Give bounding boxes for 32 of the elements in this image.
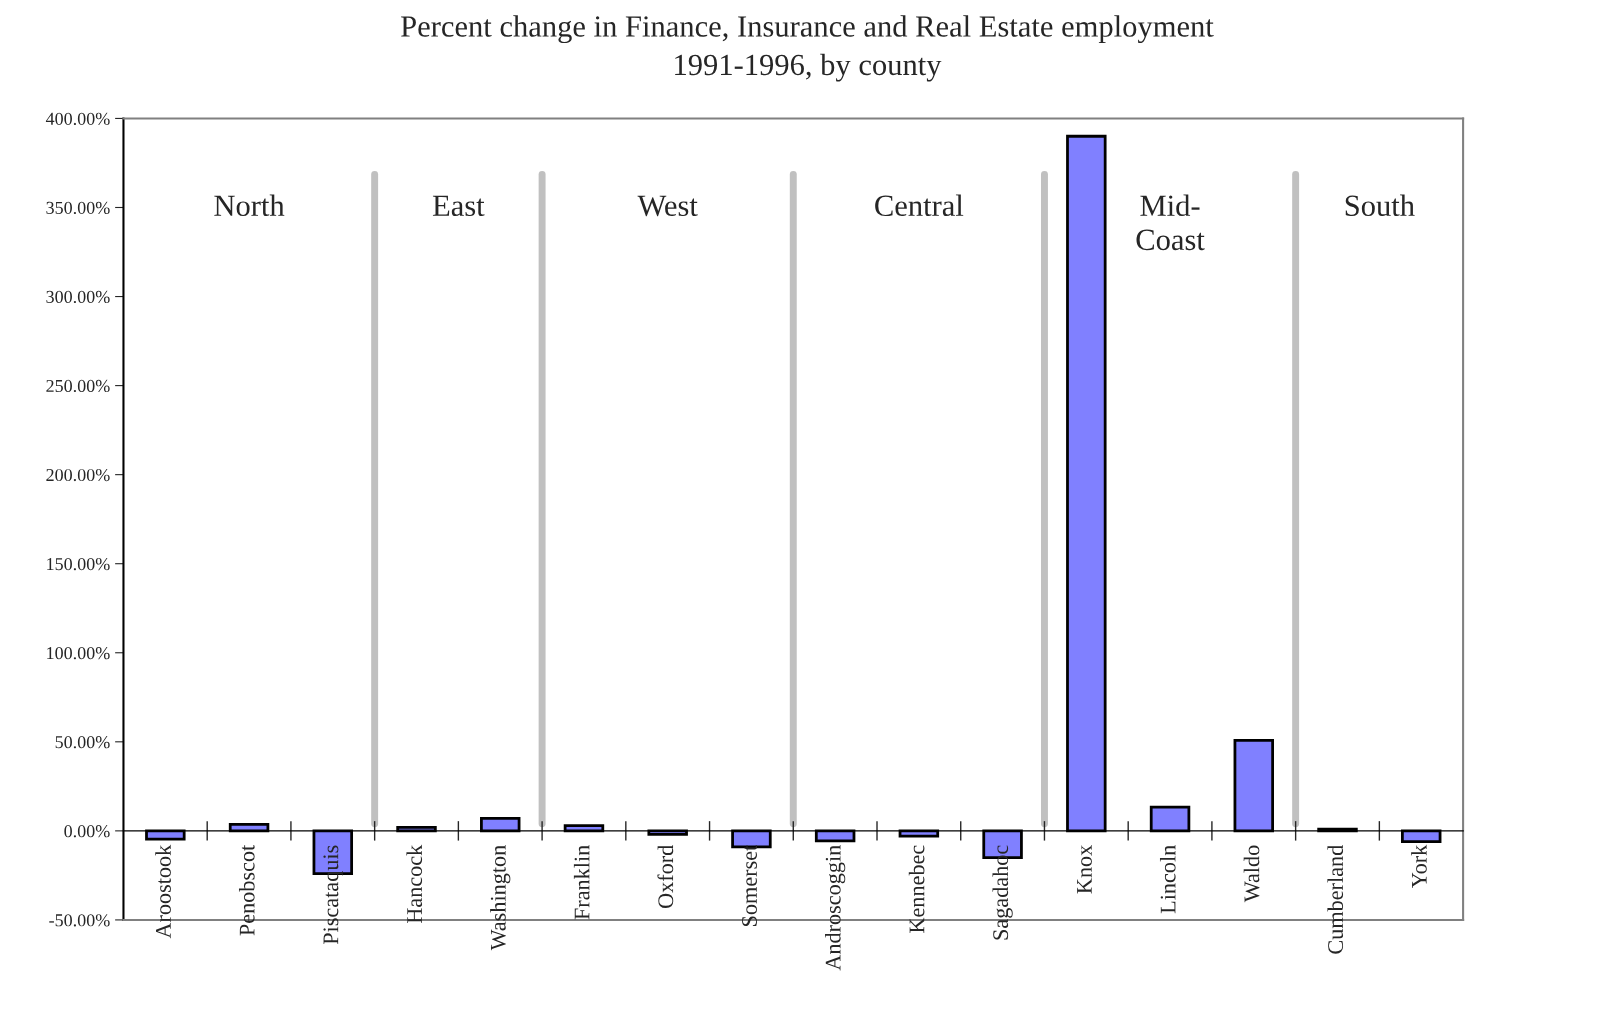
annotation: Mid- Coast: [1136, 194, 1205, 251]
x-tick-label: Penobscot: [238, 844, 255, 936]
x-tick-label: Kennebec: [908, 845, 925, 933]
x-tick-label: Somerset: [742, 844, 757, 926]
annotation: Central: [875, 194, 964, 217]
x-tick-label: Franklin: [573, 845, 590, 920]
y-tick-label: 150.00%: [47, 557, 110, 571]
y-tick-label: 400.00%: [45, 112, 110, 125]
y-tick-label: -50.00%: [49, 914, 110, 927]
x-tick-label: Sagadahoc: [992, 845, 1013, 940]
y-tick-label: 100.00%: [47, 647, 110, 660]
annotation: East: [432, 195, 485, 217]
x-tick-label: Washington: [490, 845, 511, 951]
x-tick-label: Lincoln: [1159, 845, 1176, 914]
y-tick-label: 50.00%: [55, 736, 110, 749]
y-tick-label: 350.00%: [46, 201, 110, 215]
x-tick-label: Oxford: [657, 845, 674, 909]
x-tick-label: Aroostook: [155, 844, 171, 939]
x-tick-label: Knox: [1077, 845, 1092, 894]
annotation: West: [637, 195, 698, 217]
x-tick-label: York: [1411, 844, 1427, 888]
annotation: North: [214, 194, 285, 217]
y-tick-label: 0.00%: [64, 825, 110, 838]
x-tick-label: Waldo: [1243, 845, 1260, 903]
annotation: South: [1345, 194, 1415, 217]
x-tick-label: Androscoggin: [825, 845, 846, 971]
y-tick-label: 300.00%: [46, 290, 110, 304]
chart-title: Percent change in Finance, Insurance and Real Estate employment 1991-1996, by county: [401, 15, 1214, 82]
y-tick-label: 250.00%: [46, 379, 110, 393]
y-tick-label: 200.00%: [46, 468, 110, 482]
x-tick-label: Hancock: [406, 844, 423, 924]
x-tick-label: Cumberland: [1327, 845, 1344, 954]
